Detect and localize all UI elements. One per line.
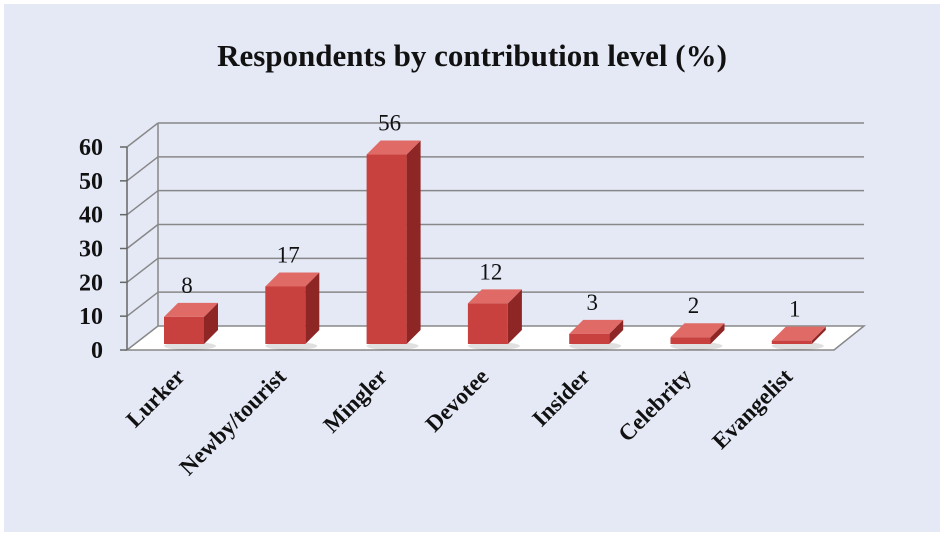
bar-top [467, 289, 522, 304]
bar-side [811, 326, 826, 344]
data-label: 56 [378, 111, 401, 136]
bars-layer [164, 140, 826, 350]
chart-background [4, 4, 940, 532]
bar-top [265, 272, 320, 287]
bar-top [771, 326, 826, 341]
bar-top [670, 323, 725, 338]
y-tick-label: 60 [79, 135, 103, 161]
bar-top [164, 302, 218, 317]
y-tick-label: 10 [79, 304, 103, 330]
bar-side [406, 140, 421, 344]
grid-layer [126, 122, 864, 326]
data-labels-layer: 8 17 56 12 3 2 1 [181, 111, 800, 322]
bar-side [710, 323, 725, 344]
data-label: 8 [181, 273, 193, 298]
bar-front [771, 340, 812, 344]
x-tick-label: Newby/tourist [175, 364, 291, 480]
gridline-diagonal [126, 156, 159, 182]
bar [670, 323, 725, 350]
gridline-diagonal [126, 190, 159, 216]
bar [467, 289, 522, 350]
x-tick-label: Mingler [318, 364, 392, 438]
bar-side [609, 319, 624, 344]
bar [366, 140, 421, 350]
data-label: 1 [789, 297, 801, 322]
x-tick-label: Evangelist [707, 364, 797, 454]
x-tick-label: Insider [527, 364, 594, 431]
bar-front [467, 303, 508, 344]
bar [771, 326, 826, 350]
gridline-diagonal [126, 291, 159, 317]
gridline-diagonal [126, 257, 159, 283]
gridline-diagonal [126, 223, 159, 250]
bar-front [164, 316, 204, 344]
bar-front [670, 337, 711, 344]
gridline-diagonal [126, 122, 159, 148]
bar-top [366, 140, 421, 155]
x-tick-label: Lurker [121, 364, 189, 432]
bar-side [204, 302, 218, 344]
data-label: 2 [688, 293, 700, 318]
x-tick-label: Devotee [421, 364, 494, 437]
bar [164, 302, 218, 350]
bar [265, 272, 320, 350]
bar [569, 319, 624, 350]
data-label: 12 [479, 259, 502, 284]
bar-top [569, 319, 624, 334]
bar-front [265, 286, 306, 344]
y-axis: 0 10 20 30 40 50 60 [79, 135, 128, 364]
y-tick-label: 0 [91, 338, 103, 364]
y-tick-label: 50 [79, 169, 103, 195]
y-tick-label: 30 [79, 237, 103, 263]
y-tick-label: 40 [79, 203, 103, 229]
bar-front [569, 333, 610, 344]
x-tick-label: Celebrity [613, 364, 696, 447]
bar-side [305, 272, 320, 344]
chart-title: Respondents by contribution level (%) [217, 38, 727, 73]
data-label: 17 [277, 242, 300, 267]
y-tick-label: 20 [79, 270, 103, 296]
data-label: 3 [586, 290, 598, 315]
bar-side [507, 289, 522, 344]
bar-front [366, 154, 407, 344]
